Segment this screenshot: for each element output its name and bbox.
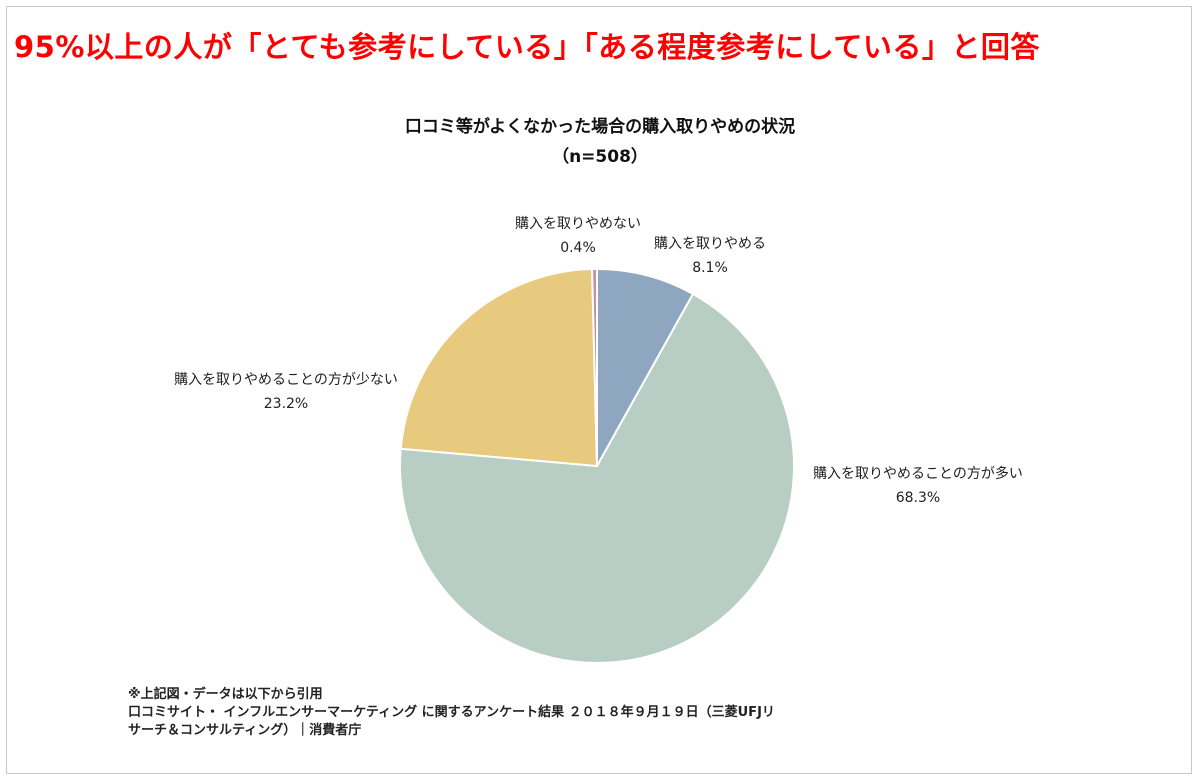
source-note: ※上記図・データは以下から引用 口コミサイト・ インフルエンサーマーケティング …	[128, 686, 775, 740]
slice-label-1: 購入を取りやめる	[654, 236, 766, 252]
chart-title-block: 口コミ等がよくなかった場合の購入取りやめの状況 （n=508）	[0, 112, 1200, 172]
chart-title: 口コミ等がよくなかった場合の購入取りやめの状況	[404, 117, 796, 137]
slice-value-3: 23.2%	[264, 396, 308, 412]
slice-label-4: 購入を取りやめない	[515, 216, 641, 232]
pie-slice-3	[399, 268, 599, 468]
source-line-3: サーチ＆コンサルティング）｜消費者庁	[128, 723, 362, 738]
source-line-2: 口コミサイト・ インフルエンサーマーケティング に関するアンケート結果 ２０１８…	[128, 705, 775, 720]
slide-frame	[6, 6, 1192, 774]
slice-value-1: 8.1%	[692, 260, 728, 276]
headline: 95%以上の人が「とても参考にしている」「ある程度参考にしている」と回答	[14, 30, 1040, 64]
slice-value-2: 68.3%	[896, 490, 940, 506]
pie-slice-4	[591, 267, 598, 467]
slice-value-4: 0.4%	[560, 240, 596, 256]
pie-slice-2	[399, 292, 795, 664]
chart-subtitle: （n=508）	[552, 147, 648, 167]
pie-slice-1	[596, 267, 695, 470]
slice-label-2: 購入を取りやめることの方が多い	[813, 465, 1023, 482]
slice-label-3: 購入を取りやめることの方が少ない	[174, 372, 398, 388]
source-line-1: ※上記図・データは以下から引用	[128, 687, 323, 702]
